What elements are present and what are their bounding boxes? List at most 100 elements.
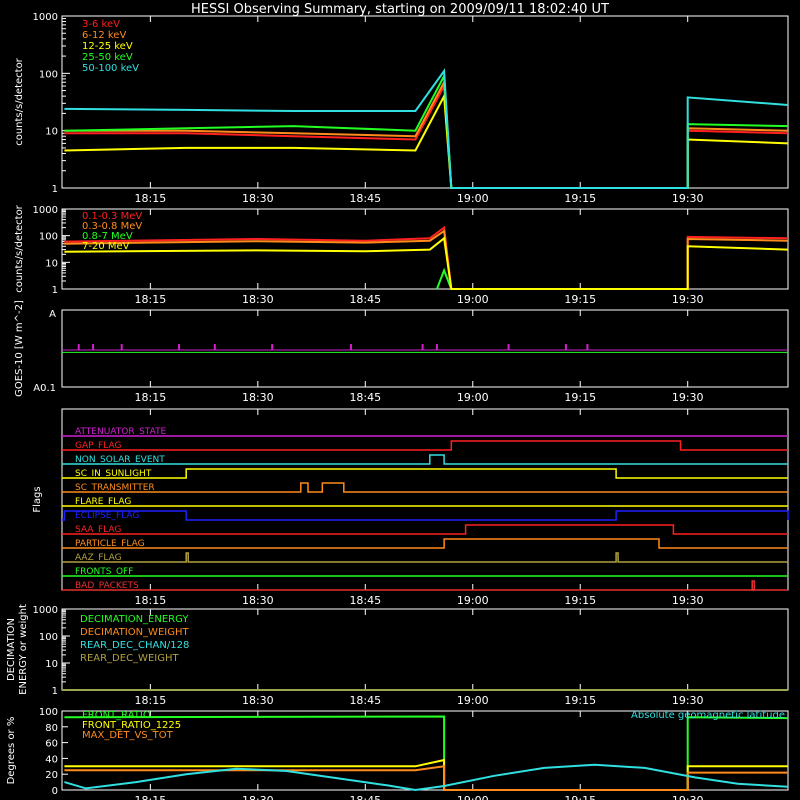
panel1-ytick-label: 1000 [33,12,58,23]
panel1-frame [61,15,789,189]
panel6-annotation: Absolute geomagnetic latitude [631,710,785,721]
panel5-legend-entry: REAR_DEC_WEIGHT [80,653,179,664]
panel2-xtick-label: 18:15 [135,293,167,306]
panel5-xtick-label: 19:30 [672,694,704,707]
panel2-ytick-label: 10 [45,258,58,269]
panel1-series-line [64,82,789,189]
panel2-legend-entry: 0.1-0.3 MeV [82,211,142,222]
flag-line [62,524,788,535]
flag-label: NON_SOLAR_EVENT [75,455,165,465]
panel4-xtick-label: 19:30 [672,594,704,607]
flag-label: FLARE_FLAG [75,497,131,507]
panel3-xtick-label: 18:30 [242,391,274,404]
panel5-legend-entry: DECIMATION_ENERGY [80,614,189,625]
flag-line [62,468,788,479]
panel6-legend-entry: FRONT_RATIO [82,710,151,721]
panel5-ylabel-line1: DECIMATION [6,618,17,681]
chart-title: HESSI Observing Summary, starting on 200… [191,2,609,17]
flag-label: SC_IN_SUNLIGHT [75,469,152,479]
panel4-xtick-label: 18:15 [135,594,167,607]
panel4-ylabel: Flags [32,486,43,512]
panel6-ytick-label: 100 [39,707,58,718]
panel1-legend-entry: 25-50 keV [82,52,133,63]
panel6-ytick-label: 0 [52,786,58,797]
panel6-xtick-label: 18:30 [242,794,274,800]
panel6-ytick-label: 80 [45,723,58,734]
panel1-legend-entry: 3-6 keV [82,19,120,30]
panel4-xtick-label: 18:30 [242,594,274,607]
panel5-legend-entry: DECIMATION_WEIGHT [80,627,189,638]
panel3-xtick-label: 19:30 [672,391,704,404]
panel2-xtick-label: 19:15 [564,293,596,306]
flag-label: BAD_PACKETS [75,581,139,591]
flag-line [62,538,788,549]
panel2-ytick-label: 1 [52,285,58,296]
panel1-ytick-label: 1 [52,184,58,195]
panel4-xtick-label: 19:00 [457,594,489,607]
panel1-legend-entry: 12-25 keV [82,41,133,52]
flag-line [62,440,788,451]
panel6-ytick-label: 20 [45,770,58,781]
panel1-ytick-label: 100 [39,69,58,80]
panel1-xtick-label: 18:45 [349,192,381,205]
panel6-xtick-label: 18:15 [135,794,167,800]
panel3-ylabel: GOES-10 [W m^-2] [14,300,25,397]
panel5-legend-entry: REAR_DEC_CHAN/128 [80,640,189,651]
panel2-xtick-label: 19:00 [457,293,489,306]
flag-line [62,482,788,493]
panel2-xtick-label: 18:45 [349,293,381,306]
panel3-xtick-label: 18:15 [135,391,167,404]
panel2-xtick-label: 18:30 [242,293,274,306]
panel5-ytick-label: 1 [52,686,58,697]
flag-line [62,454,788,465]
panel1-series-line [64,78,789,189]
panel6-series-line [64,763,789,792]
flag-label: ECLIPSE_FLAG [75,511,139,521]
panel3-xtick-label: 19:15 [564,391,596,404]
panel2-legend-entry: 0.8-7 MeV [82,231,133,242]
panel3-ytick-label: A0.1 [33,383,56,394]
flag-line [62,510,789,521]
panel1-ylabel: counts/s/detector [14,57,25,145]
panel6-frame [61,710,789,791]
panel2-series-line [64,236,789,290]
panel1-xtick-label: 18:15 [135,192,167,205]
panel5-xtick-label: 18:30 [242,694,274,707]
panel6-ylabel: Degrees or % [6,717,17,785]
panel6-legend-entry: MAX_DET_VS_TOT [82,730,174,741]
flag-label: ATTENUATOR_STATE [75,427,167,437]
panel1-legend-entry: 50-100 keV [82,63,139,74]
panel6-legend-entry: FRONT_RATIO_1225 [82,720,181,731]
panel1-xtick-label: 19:00 [457,192,489,205]
flag-label: SAA_FLAG [75,525,121,535]
flag-label: SC_TRANSMITTER [75,483,155,493]
panel2-ytick-label: 1000 [33,205,58,216]
panel1-xtick-label: 18:30 [242,192,274,205]
panel1-xtick-label: 19:15 [564,192,596,205]
flag-label: GAP_FLAG [75,441,121,451]
panel5-ylabel-line2: ENERGY or weight [18,604,29,695]
flag-label: AAZ_FLAG [75,553,122,563]
panel2-series-line [435,267,453,290]
panel2-legend-entry: 7-20 MeV [82,241,130,252]
flag-label: FRONTS_OFF [75,567,133,577]
panel3-ytick-label: A [49,309,56,320]
panel3-frame [61,309,789,388]
panel6-series-line [64,765,788,791]
panel1-legend-entry: 6-12 keV [82,30,126,41]
panel2-ylabel: counts/s/detector [14,204,25,292]
panel4-xtick-label: 19:15 [564,594,596,607]
panel5-xtick-label: 18:45 [349,694,381,707]
panel5-xtick-label: 19:00 [457,694,489,707]
panel5-ytick-label: 1000 [33,605,58,616]
panel6-xtick-label: 18:45 [349,794,381,800]
panel5-ytick-label: 100 [39,632,58,643]
panel5-ytick-label: 10 [45,659,58,670]
panel4-xtick-label: 18:45 [349,594,381,607]
panel6-xtick-label: 19:15 [564,794,596,800]
panel1-ytick-label: 10 [45,127,58,138]
panel6-xtick-label: 19:00 [457,794,489,800]
panel6-ytick-label: 60 [45,739,58,750]
panel3-xtick-label: 18:45 [349,391,381,404]
